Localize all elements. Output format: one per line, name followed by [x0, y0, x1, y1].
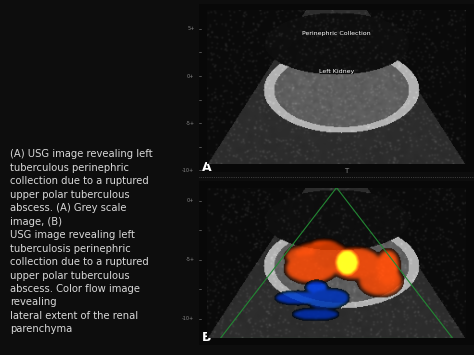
Text: abscess. Color flow image: abscess. Color flow image [10, 284, 140, 294]
Text: collection due to a ruptured: collection due to a ruptured [10, 257, 149, 267]
Text: ⊏⊐: ⊏⊐ [449, 328, 461, 334]
FancyBboxPatch shape [199, 181, 474, 345]
Text: 0+: 0+ [187, 73, 194, 78]
Text: 0+: 0+ [187, 198, 194, 203]
Text: -10+: -10+ [182, 168, 194, 173]
Text: USG image revealing left: USG image revealing left [10, 230, 135, 240]
Text: A: A [201, 161, 211, 174]
Text: tuberculous perinephric: tuberculous perinephric [10, 163, 129, 173]
Text: revealing: revealing [10, 297, 57, 307]
Text: T: T [344, 168, 348, 174]
Text: -5+: -5+ [185, 121, 194, 126]
Text: Left Kidney: Left Kidney [319, 69, 354, 74]
Text: abscess. (A) Grey scale: abscess. (A) Grey scale [10, 203, 127, 213]
FancyBboxPatch shape [199, 4, 474, 172]
Text: collection due to a ruptured: collection due to a ruptured [10, 176, 149, 186]
Text: parenchyma: parenchyma [10, 324, 73, 334]
Text: B: B [201, 331, 211, 344]
Text: 5+: 5+ [187, 26, 194, 31]
Text: -10+: -10+ [182, 316, 194, 321]
Text: tuberculosis perinephric: tuberculosis perinephric [10, 244, 131, 253]
Text: image, (B): image, (B) [10, 217, 63, 226]
Text: (A) USG image revealing left: (A) USG image revealing left [10, 149, 153, 159]
Text: -5+: -5+ [185, 257, 194, 262]
Text: ⊏⊐: ⊏⊐ [449, 154, 461, 160]
Text: upper polar tuberculous: upper polar tuberculous [10, 271, 130, 280]
Text: lateral extent of the renal: lateral extent of the renal [10, 311, 138, 321]
Text: Perinephric Collection: Perinephric Collection [302, 31, 371, 36]
Text: upper polar tuberculous: upper polar tuberculous [10, 190, 130, 200]
